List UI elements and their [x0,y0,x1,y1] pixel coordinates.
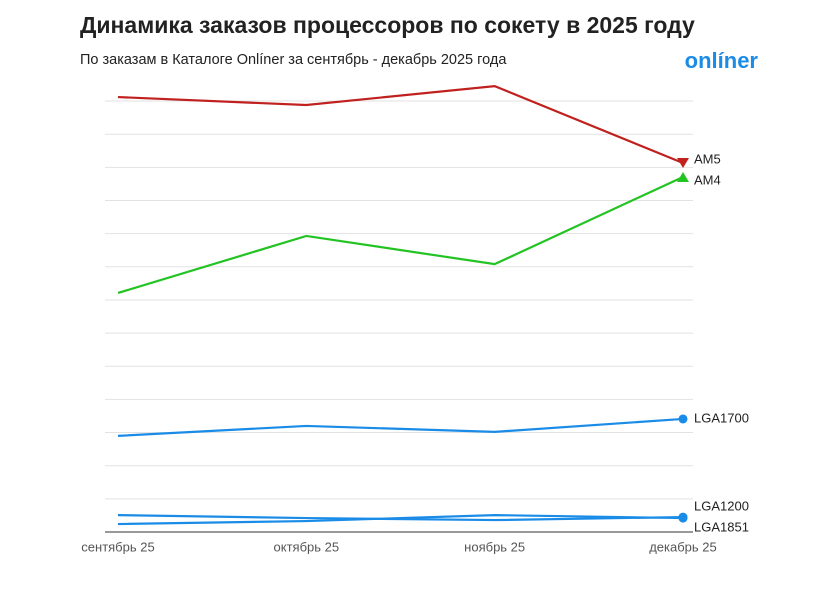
line [117,85,684,165]
line [117,513,684,526]
x-tick-label: сентябрь 25 [81,539,154,554]
line [117,175,684,295]
line [117,417,684,437]
x-tick-label: декабрь 25 [649,539,717,554]
series-label: AM4 [694,172,721,187]
x-tick-label: ноябрь 25 [464,539,525,554]
x-tick-label: октябрь 25 [274,539,340,554]
series-label: LGA1200 [694,499,749,514]
chart-subtitle: По заказам в Каталоге Onlíner за сентябр… [80,52,507,68]
marker [677,171,689,182]
logo: onlíner [685,48,759,73]
series-label: LGA1700 [694,410,749,425]
marker [678,414,688,424]
series-label: AM5 [694,151,721,166]
marker [678,513,688,523]
chart-title: Динамика заказов процессоров по сокету в… [80,12,695,38]
marker [677,158,689,169]
series-label: LGA1851 [694,520,749,535]
